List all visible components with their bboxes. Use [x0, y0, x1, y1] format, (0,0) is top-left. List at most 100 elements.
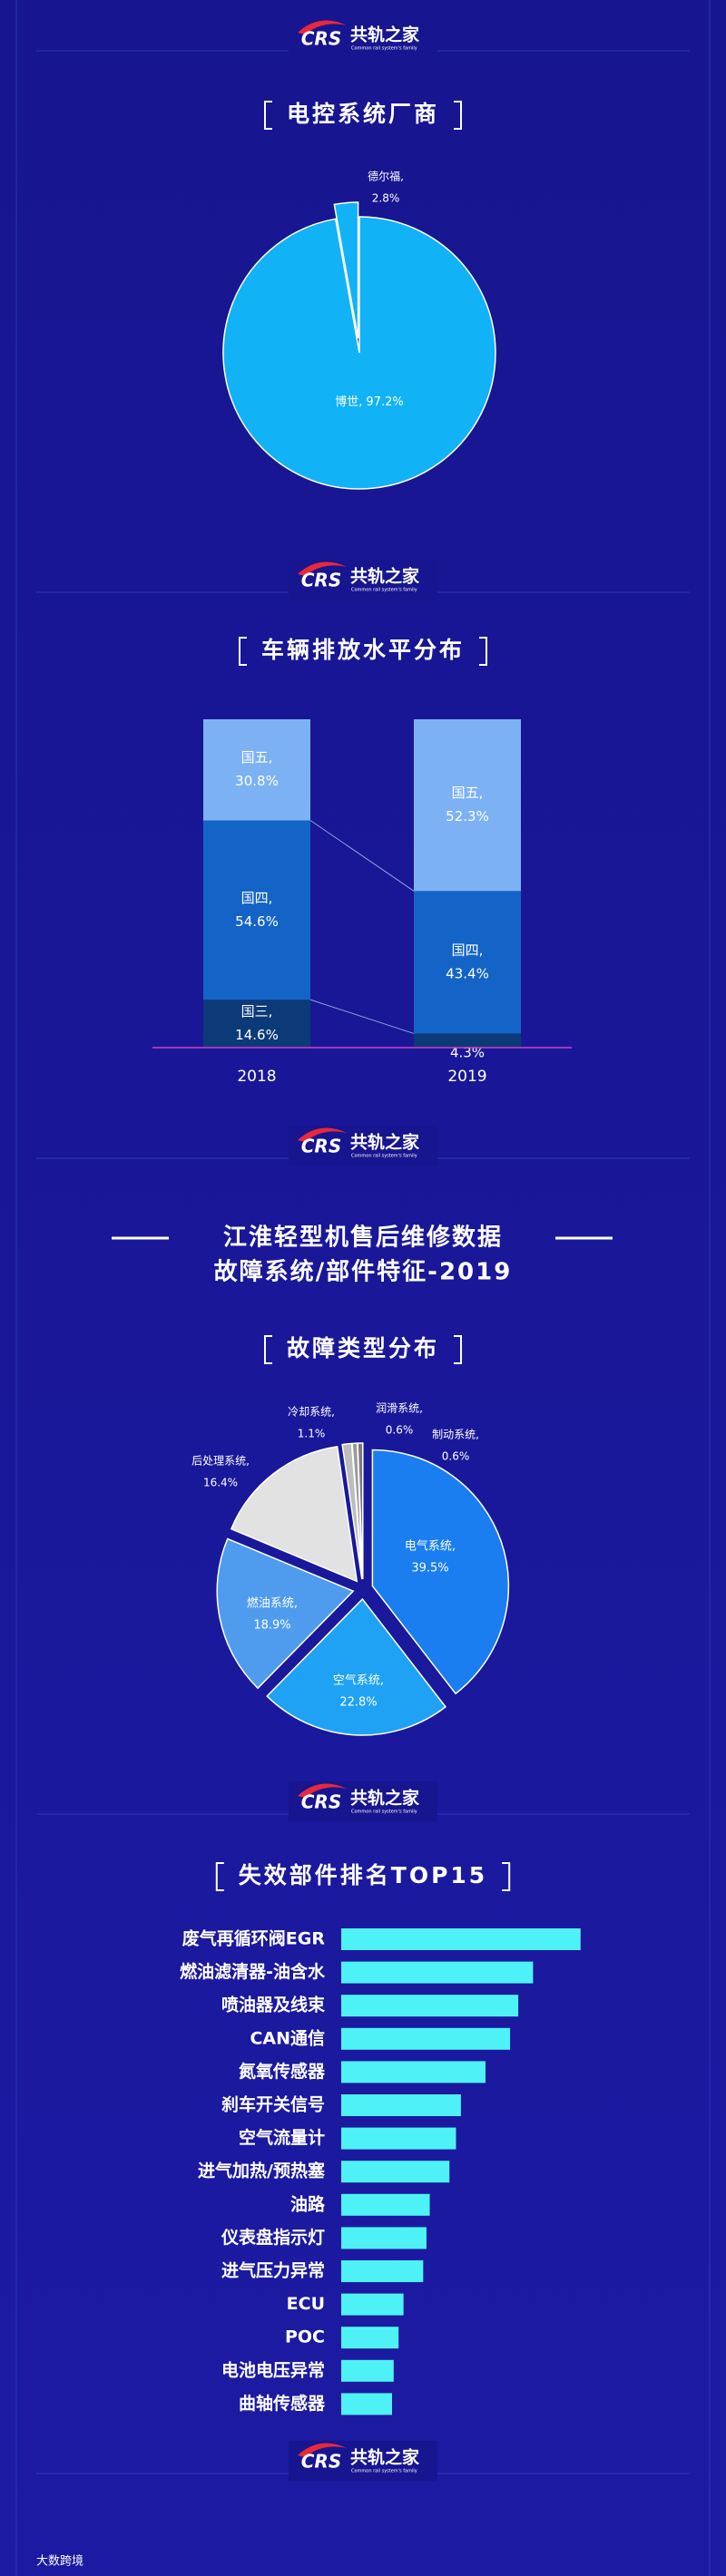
chart-title: 车辆排放水平分布 — [261, 637, 465, 663]
slice-label-name: 德尔福, — [368, 170, 404, 183]
bar — [341, 2027, 511, 2050]
bar — [341, 2293, 404, 2316]
segment-label-value: 54.6% — [235, 913, 279, 930]
bar — [341, 1995, 519, 2017]
slice-label-value: 0.6% — [386, 1424, 414, 1437]
slice-label-value: 22.8% — [339, 1696, 377, 1710]
slice-label-value: 0.6% — [442, 1450, 470, 1463]
segment-label-value: 14.6% — [235, 1027, 279, 1043]
bracket — [263, 101, 272, 130]
slice-label-value: 1.1% — [298, 1428, 326, 1440]
logo-tagline: Common rail system's family — [351, 588, 417, 593]
slice-label: 博世, 97.2% — [335, 395, 403, 409]
bar — [341, 2327, 399, 2349]
y-tick-label: 进气加热/预热塞 — [198, 2161, 326, 2181]
section-title: 江淮轻型机售后维修数据 — [223, 1224, 503, 1252]
bar — [341, 2061, 486, 2083]
slice-label-value: 39.5% — [411, 1562, 448, 1576]
segment-label-name: 国四, — [241, 890, 273, 906]
logo-mark: CRS — [301, 1791, 341, 1813]
logo-swoosh — [298, 2443, 347, 2457]
slice-label-name: 后处理系统, — [191, 1455, 250, 1468]
bracket — [502, 1862, 511, 1891]
bracket — [215, 1862, 224, 1891]
logo-tagline: Common rail system's family — [351, 2469, 417, 2474]
slice-label-name: 润滑系统, — [376, 1402, 423, 1415]
segment-label-name: 国四, — [452, 942, 484, 958]
slice-label-name: 冷却系统, — [288, 1406, 335, 1419]
footer-watermark: 大数跨境 — [36, 2555, 83, 2569]
slice-label-name: 电气系统, — [405, 1539, 456, 1554]
logo-tagline: Common rail system's family — [351, 1154, 417, 1159]
logo-name: 共轨之家 — [350, 1132, 420, 1153]
segment-label-name: 国五, — [452, 785, 484, 801]
y-tick-label: 废气再循环阀EGR — [182, 1928, 326, 1949]
x-tick-label: 2019 — [447, 1068, 486, 1086]
y-tick-label: 进气压力异常 — [221, 2260, 325, 2281]
pie-slice — [222, 216, 496, 490]
section-subtitle: 故障系统/部件特征-2019 — [214, 1258, 513, 1286]
bar-segment — [414, 719, 521, 892]
logo-swoosh — [298, 561, 347, 576]
chart-title: 故障类型分布 — [287, 1335, 439, 1361]
y-tick-label: 刹车开关信号 — [221, 2094, 325, 2115]
segment-label-value: 30.8% — [235, 773, 279, 789]
segment-label-value: 43.4% — [446, 965, 489, 981]
logo-name: 共轨之家 — [350, 1788, 420, 1809]
logo-mark: CRS — [301, 570, 341, 591]
logo-mark: CRS — [301, 28, 341, 50]
slice-label-value: 16.4% — [203, 1477, 238, 1489]
connector-line — [309, 820, 415, 892]
logo-mark: CRS — [301, 1136, 341, 1157]
bar — [341, 2359, 394, 2382]
bar-segment — [203, 820, 310, 1000]
logo-swoosh — [298, 20, 347, 34]
pie-slice — [216, 1537, 355, 1690]
y-tick-label: 空气流量计 — [239, 2127, 325, 2148]
bar — [341, 2193, 430, 2216]
segment-label-name: 国三, — [241, 1003, 273, 1020]
pie-slice — [230, 1446, 358, 1583]
bracket — [263, 1335, 272, 1364]
slice-label-value: 97.2% — [366, 395, 403, 409]
bar — [341, 2227, 427, 2249]
y-tick-label: POC — [285, 2327, 325, 2347]
connector-line — [309, 999, 415, 1034]
bar — [341, 1961, 534, 1984]
slice-label-value: 2.8% — [372, 192, 400, 205]
bar-segment — [414, 1033, 521, 1048]
slice-label-name: 制动系统, — [432, 1429, 479, 1441]
bar — [341, 2127, 456, 2150]
y-tick-label: 氮氧传感器 — [239, 2061, 326, 2082]
logo-mark: CRS — [301, 2451, 341, 2473]
y-tick-label: 喷油器及线束 — [221, 1995, 326, 2015]
y-tick-label: 电池电压异常 — [221, 2359, 325, 2380]
y-tick-label: 油路 — [290, 2193, 326, 2214]
logo-swoosh — [298, 1127, 347, 1142]
y-tick-label: 曲轴传感器 — [239, 2393, 326, 2414]
segment-label-value: 52.3% — [446, 808, 489, 825]
y-tick-label: 燃油滤清器-油含水 — [180, 1961, 326, 1982]
bracket — [454, 101, 463, 130]
logo-tagline: Common rail system's family — [351, 1810, 417, 1815]
slice-label-value: 18.9% — [253, 1619, 290, 1633]
bracket — [454, 1335, 463, 1364]
logo-name: 共轨之家 — [350, 566, 420, 587]
bar-segment — [203, 719, 310, 821]
logo-name: 共轨之家 — [350, 24, 420, 45]
chart-title: 电控系统厂商 — [287, 101, 439, 127]
logo-name: 共轨之家 — [350, 2447, 420, 2468]
y-tick-label: CAN通信 — [250, 2027, 325, 2048]
bar — [341, 2161, 450, 2183]
pie-slice — [333, 201, 359, 339]
segment-label-name: 国五, — [241, 749, 273, 766]
y-tick-label: ECU — [287, 2294, 325, 2314]
slice-label-name: 燃油系统, — [247, 1596, 298, 1611]
bar-segment — [203, 1000, 310, 1048]
slice-label-name: 空气系统, — [333, 1673, 384, 1688]
logo-tagline: Common rail system's family — [351, 46, 417, 52]
y-tick-label: 仪表盘指示灯 — [221, 2227, 325, 2248]
x-tick-label: 2018 — [237, 1068, 276, 1086]
slice-label-name: 博世, — [335, 395, 362, 409]
